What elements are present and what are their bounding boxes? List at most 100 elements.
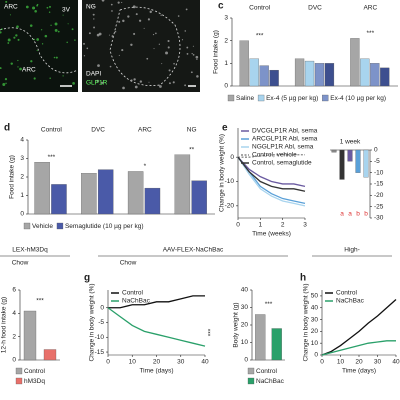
cell-dot — [130, 43, 133, 46]
line — [237, 156, 306, 192]
x-tick-label: 2 — [281, 222, 285, 229]
legend-swatch — [247, 367, 255, 375]
cell-dot — [121, 1, 123, 4]
y-tick-label: 2 — [12, 333, 16, 340]
cell-dot — [196, 58, 198, 60]
legend-label: NaChBac — [256, 378, 285, 385]
cell-dot — [108, 34, 110, 36]
cell-dot — [4, 78, 8, 81]
y-tick-label: -20 — [225, 203, 235, 210]
cell-dot — [53, 56, 56, 59]
legend-swatch — [227, 94, 235, 102]
legend-label: ARCGLP1R Abl, sema — [252, 136, 318, 143]
cell-dot — [184, 30, 187, 32]
y-tick-label: 50 — [311, 293, 319, 300]
cell-dot — [96, 33, 100, 37]
legend-label: Ex-4 (10 µg per kg) — [330, 95, 386, 102]
cell-dot — [118, 20, 121, 23]
y-tick-label: 20 — [241, 322, 249, 329]
y-tick-label: -30 — [374, 215, 384, 222]
cell-dot — [133, 32, 136, 35]
bar — [249, 58, 259, 87]
bar — [43, 349, 57, 361]
y-tick-label: 3 — [20, 155, 24, 162]
letter: a — [340, 211, 344, 218]
y-axis-label: Body weight (g) — [233, 302, 240, 347]
group-title: NG — [187, 127, 197, 134]
panel-label: c — [218, 1, 224, 12]
bar — [81, 173, 97, 215]
y-tick-label: 30 — [241, 304, 249, 311]
cell-dot — [17, 59, 19, 62]
cell-dot — [161, 63, 163, 65]
cell-dot — [98, 32, 102, 36]
y-tick-label: 2 — [224, 37, 228, 44]
cell-dot — [186, 53, 189, 55]
cell-dot — [155, 32, 157, 35]
x-tick-label: 30 — [374, 359, 382, 366]
panel-label: g — [84, 273, 90, 284]
image-label: DAPI — [86, 71, 101, 78]
line — [108, 295, 205, 309]
cell-dot — [0, 31, 2, 34]
y-tick-label: 10 — [311, 340, 319, 347]
cell-dot — [159, 85, 162, 88]
cell-dot — [130, 79, 133, 82]
cell-dot — [149, 10, 152, 14]
cell-dot — [74, 39, 76, 41]
image-label: ARC — [22, 67, 36, 74]
y-axis-label: 12-h food intake (g) — [1, 297, 8, 353]
panel-label: e — [222, 123, 228, 134]
cell-dot — [48, 11, 51, 13]
letter: b — [356, 211, 360, 218]
cell-dot — [25, 5, 29, 9]
outline — [109, 6, 181, 86]
y-tick-label: -5 — [374, 158, 380, 165]
y-axis-label: Change in body weight (%) — [303, 283, 310, 361]
cell-dot — [101, 0, 105, 2]
x-tick-label: 0 — [106, 359, 110, 366]
cell-dot — [118, 54, 120, 56]
significance: *** — [36, 298, 44, 305]
y-tick-label: 4 — [12, 310, 16, 317]
cell-dot — [7, 42, 10, 44]
cell-dot — [101, 81, 104, 84]
cell-dot — [34, 9, 37, 13]
y-tick-label: -20 — [374, 192, 384, 199]
y-tick-label: 6 — [12, 287, 16, 294]
cell-dot — [195, 55, 199, 59]
y-tick-label: 1 — [20, 192, 24, 199]
cell-dot — [88, 32, 91, 35]
y-tick-label: 3 — [224, 15, 228, 22]
cell-dot — [48, 5, 51, 8]
x-axis-label: Time (days) — [139, 368, 173, 375]
bar — [144, 187, 161, 215]
cell-dot — [134, 85, 138, 89]
cell-dot — [184, 84, 186, 87]
cell-dot — [133, 78, 136, 81]
cell-dot — [72, 82, 75, 85]
group-title: Control — [249, 5, 271, 12]
line — [321, 298, 397, 356]
group-title: DVC — [308, 5, 322, 12]
cell-dot — [147, 18, 150, 21]
bar — [339, 149, 345, 180]
y-tick-label: -10 — [95, 334, 105, 341]
bar — [363, 149, 369, 178]
header: LEX-hM3Dq — [12, 247, 48, 254]
cell-dot — [139, 80, 143, 83]
bar — [239, 40, 249, 87]
y-tick-label: 0 — [314, 352, 318, 359]
bar — [360, 58, 370, 87]
y-tick-label: -5 — [98, 319, 104, 326]
bar — [380, 67, 390, 87]
cell-dot — [62, 75, 64, 77]
cell-dot — [152, 33, 155, 36]
cell-dot — [71, 28, 74, 31]
legend-swatch — [56, 222, 64, 230]
cell-dot — [62, 14, 64, 16]
cell-dot — [167, 40, 170, 43]
legend-label: Control — [24, 368, 46, 375]
cell-dot — [122, 86, 125, 90]
line — [238, 154, 305, 158]
